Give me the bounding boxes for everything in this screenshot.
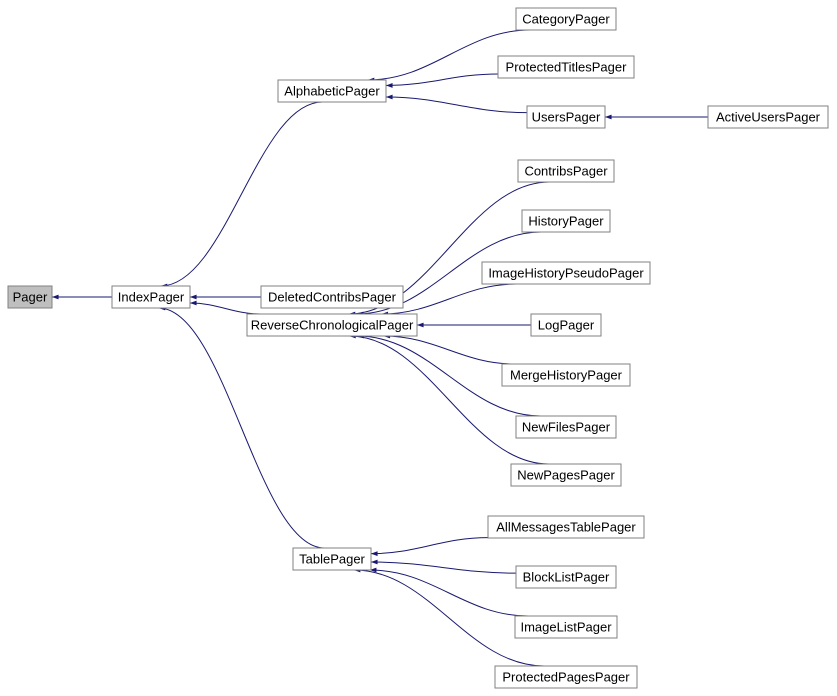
edge-NewPagesPager-to-ReverseChronologicalPager [349,336,549,464]
node-ReverseChronologicalPager[interactable]: ReverseChronologicalPager [247,314,417,336]
node-box [511,464,621,486]
node-TablePager[interactable]: TablePager [293,548,371,570]
node-box [498,56,634,78]
node-box [278,80,386,102]
node-box [112,286,190,308]
node-ProtectedTitlesPager[interactable]: ProtectedTitlesPager [498,56,634,78]
node-box [527,106,605,128]
arrowhead [190,301,197,306]
edge-AllMessagesTablePager-to-TablePager [371,538,488,554]
edge-TablePager-to-IndexPager [159,308,325,548]
node-box [247,314,417,336]
arrowhead [605,115,612,120]
node-box [515,616,617,638]
edge-UsersPager-to-AlphabeticPager [386,97,527,113]
node-box [516,566,616,588]
node-ProtectedPagesPager[interactable]: ProtectedPagesPager [495,666,637,688]
arrowhead [417,323,424,328]
node-box [502,364,630,386]
nodes-layer: Pager IndexPager AlphabeticPager DeletedCon… [8,8,828,688]
edge-ReverseChronologicalPager-to-IndexPager [190,303,261,314]
edge-MergeHistoryPager-to-ReverseChronologicalPager [383,336,514,364]
node-ActiveUsersPager[interactable]: ActiveUsersPager [708,106,828,128]
arrowhead [386,95,393,100]
inheritance-diagram: Pager IndexPager AlphabeticPager DeletedCon… [0,0,837,696]
arrowhead [52,295,59,300]
arrowhead [190,295,197,300]
node-box [522,210,610,232]
arrowhead [386,83,393,88]
node-box [516,416,616,438]
node-AlphabeticPager[interactable]: AlphabeticPager [278,80,386,102]
node-HistoryPager[interactable]: HistoryPager [522,210,610,232]
node-box [488,516,644,538]
node-MergeHistoryPager[interactable]: MergeHistoryPager [502,364,630,386]
node-UsersPager[interactable]: UsersPager [527,106,605,128]
node-Pager[interactable]: Pager [8,286,52,308]
node-NewPagesPager[interactable]: NewPagesPager [511,464,621,486]
node-box [8,286,52,308]
arrowhead [371,551,378,556]
edge-AlphabeticPager-to-IndexPager [161,102,323,286]
node-box [708,106,828,128]
edge-BlockListPager-to-TablePager [371,562,516,573]
node-CategoryPager[interactable]: CategoryPager [516,8,616,30]
node-box [482,262,650,284]
node-ContribsPager[interactable]: ContribsPager [518,160,614,182]
edge-ProtectedTitlesPager-to-AlphabeticPager [386,74,498,85]
node-AllMessagesTablePager[interactable]: AllMessagesTablePager [488,516,644,538]
node-LogPager[interactable]: LogPager [531,314,601,336]
node-box [495,666,637,688]
node-IndexPager[interactable]: IndexPager [112,286,190,308]
edge-ImageListPager-to-TablePager [370,570,528,616]
node-ImageListPager[interactable]: ImageListPager [515,616,617,638]
node-NewFilesPager[interactable]: NewFilesPager [516,416,616,438]
node-box [518,160,614,182]
node-DeletedContribsPager[interactable]: DeletedContribsPager [261,286,403,308]
arrowhead [371,560,378,565]
node-box [293,548,371,570]
node-BlockListPager[interactable]: BlockListPager [516,566,616,588]
node-ImageHistoryPseudoPager[interactable]: ImageHistoryPseudoPager [482,262,650,284]
node-box [261,286,403,308]
node-box [531,314,601,336]
node-box [516,8,616,30]
